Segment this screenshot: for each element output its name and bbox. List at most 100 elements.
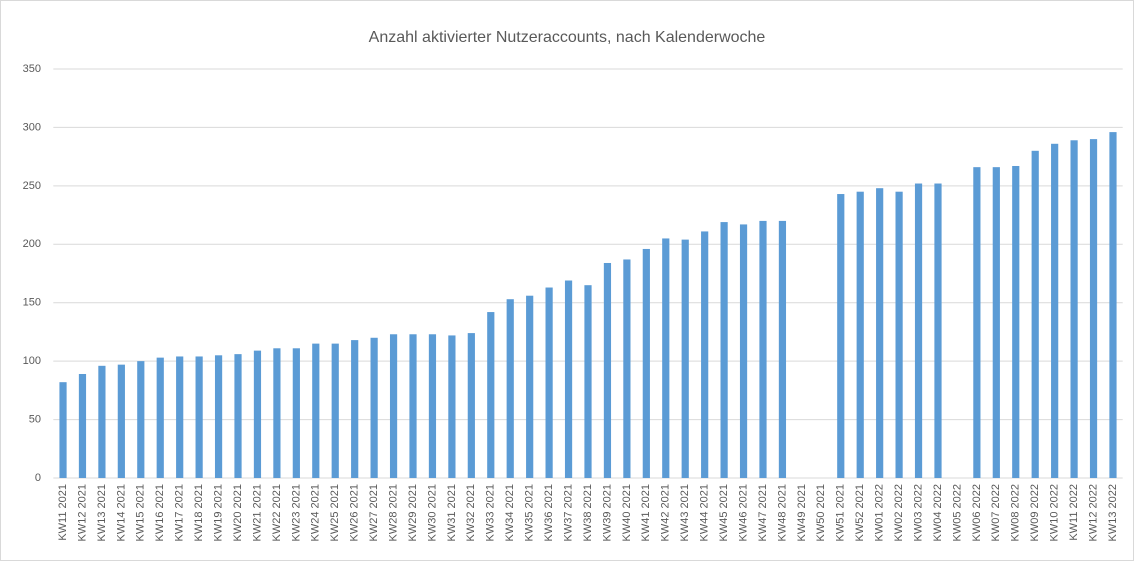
x-tick-label: KW41 2021 bbox=[640, 484, 652, 541]
chart-title: Anzahl aktivierter Nutzeraccounts, nach … bbox=[369, 29, 766, 46]
x-tick-label: KW29 2021 bbox=[407, 484, 419, 541]
bar bbox=[273, 348, 281, 478]
bar bbox=[1012, 165, 1020, 478]
x-tick-label: KW35 2021 bbox=[524, 484, 536, 541]
bar bbox=[1070, 140, 1078, 479]
x-tick-label: KW13 2021 bbox=[96, 484, 108, 541]
bar bbox=[778, 220, 787, 478]
x-tick-label: KW38 2021 bbox=[582, 484, 594, 541]
x-tick-label: KW07 2022 bbox=[990, 484, 1002, 541]
bar bbox=[428, 334, 437, 478]
x-tick-label: KW06 2022 bbox=[971, 484, 983, 541]
y-tick-label: 150 bbox=[23, 297, 41, 309]
x-tick-label: KW14 2021 bbox=[115, 484, 127, 541]
bar bbox=[603, 262, 612, 478]
x-tick-label: KW20 2021 bbox=[232, 484, 244, 541]
x-tick-label: KW25 2021 bbox=[329, 484, 341, 541]
y-tick-label: 0 bbox=[35, 472, 41, 484]
x-tick-label: KW13 2022 bbox=[1107, 484, 1119, 541]
x-tick-label: KW21 2021 bbox=[251, 484, 263, 541]
x-tick-label: KW45 2021 bbox=[718, 484, 730, 541]
bar bbox=[448, 335, 456, 478]
x-tick-label: KW12 2022 bbox=[1087, 484, 1099, 541]
x-tick-label: KW51 2021 bbox=[835, 484, 847, 541]
bar bbox=[253, 350, 262, 478]
bar bbox=[292, 348, 300, 478]
bar bbox=[59, 382, 67, 478]
bar bbox=[914, 183, 923, 478]
x-tick-label: KW09 2022 bbox=[1029, 484, 1041, 541]
x-tick-label: KW27 2021 bbox=[368, 484, 380, 541]
x-tick-label: KW44 2021 bbox=[699, 484, 711, 541]
bar bbox=[992, 167, 1000, 478]
x-tick-label: KW17 2021 bbox=[174, 484, 186, 541]
x-tick-label: KW40 2021 bbox=[621, 484, 633, 541]
y-tick-label: 50 bbox=[29, 413, 41, 425]
bar bbox=[214, 355, 223, 478]
x-tick-label: KW01 2022 bbox=[874, 484, 886, 541]
y-tick-label: 300 bbox=[23, 121, 41, 133]
x-tick-label: KW08 2022 bbox=[1010, 484, 1022, 541]
bar bbox=[973, 167, 981, 478]
bar bbox=[370, 337, 378, 478]
bar bbox=[409, 334, 417, 478]
x-tick-label: KW11 2022 bbox=[1068, 484, 1080, 541]
bar bbox=[701, 231, 709, 478]
bar bbox=[467, 333, 475, 478]
bar bbox=[234, 354, 242, 478]
x-tick-label: KW32 2021 bbox=[465, 484, 477, 541]
x-tick-label: KW30 2021 bbox=[426, 484, 438, 541]
bar bbox=[623, 259, 631, 478]
x-tick-label: KW02 2022 bbox=[893, 484, 905, 541]
bar bbox=[487, 312, 495, 478]
bar bbox=[584, 285, 592, 478]
bar bbox=[837, 194, 845, 478]
bar bbox=[720, 222, 728, 478]
x-tick-label: KW37 2021 bbox=[562, 484, 574, 541]
bar bbox=[739, 224, 748, 478]
x-tick-label: KW31 2021 bbox=[446, 484, 458, 541]
bar bbox=[506, 299, 514, 478]
x-tick-label: KW15 2021 bbox=[135, 484, 147, 541]
bar bbox=[389, 334, 398, 478]
x-tick-label: KW39 2021 bbox=[601, 484, 613, 541]
bar bbox=[876, 188, 884, 479]
x-tick-label: KW10 2022 bbox=[1049, 484, 1061, 541]
y-tick-label: 100 bbox=[23, 355, 41, 367]
bar bbox=[195, 356, 203, 478]
x-tick-label: KW12 2021 bbox=[76, 484, 88, 541]
bar bbox=[1031, 150, 1039, 479]
bar bbox=[856, 191, 864, 478]
bar bbox=[137, 361, 145, 478]
x-tick-label: KW33 2021 bbox=[485, 484, 497, 541]
bar bbox=[1051, 143, 1059, 478]
bar bbox=[934, 183, 942, 478]
y-tick-label: 350 bbox=[23, 63, 41, 75]
bar bbox=[642, 248, 650, 478]
x-tick-label: KW03 2022 bbox=[912, 484, 924, 541]
x-tick-label: KW52 2021 bbox=[854, 484, 866, 541]
x-tick-label: KW46 2021 bbox=[737, 484, 749, 541]
bar bbox=[331, 343, 339, 478]
x-tick-label: KW43 2021 bbox=[679, 484, 691, 541]
x-tick-label: KW05 2022 bbox=[951, 484, 963, 541]
x-tick-label: KW16 2021 bbox=[154, 484, 166, 541]
x-tick-label: KW42 2021 bbox=[660, 484, 672, 541]
x-tick-label: KW50 2021 bbox=[815, 484, 827, 541]
bar bbox=[526, 295, 534, 478]
x-tick-label: KW34 2021 bbox=[504, 484, 516, 541]
bar bbox=[1109, 132, 1117, 479]
x-tick-label: KW18 2021 bbox=[193, 484, 205, 541]
bar bbox=[1089, 139, 1098, 478]
x-tick-label: KW26 2021 bbox=[349, 484, 361, 541]
bar bbox=[564, 280, 573, 478]
bar bbox=[759, 220, 767, 478]
x-tick-label: KW47 2021 bbox=[757, 484, 769, 541]
bar bbox=[351, 340, 359, 478]
x-tick-label: KW28 2021 bbox=[387, 484, 399, 541]
x-tick-label: KW49 2021 bbox=[796, 484, 808, 541]
x-tick-label: KW24 2021 bbox=[310, 484, 322, 541]
bar bbox=[662, 238, 670, 478]
